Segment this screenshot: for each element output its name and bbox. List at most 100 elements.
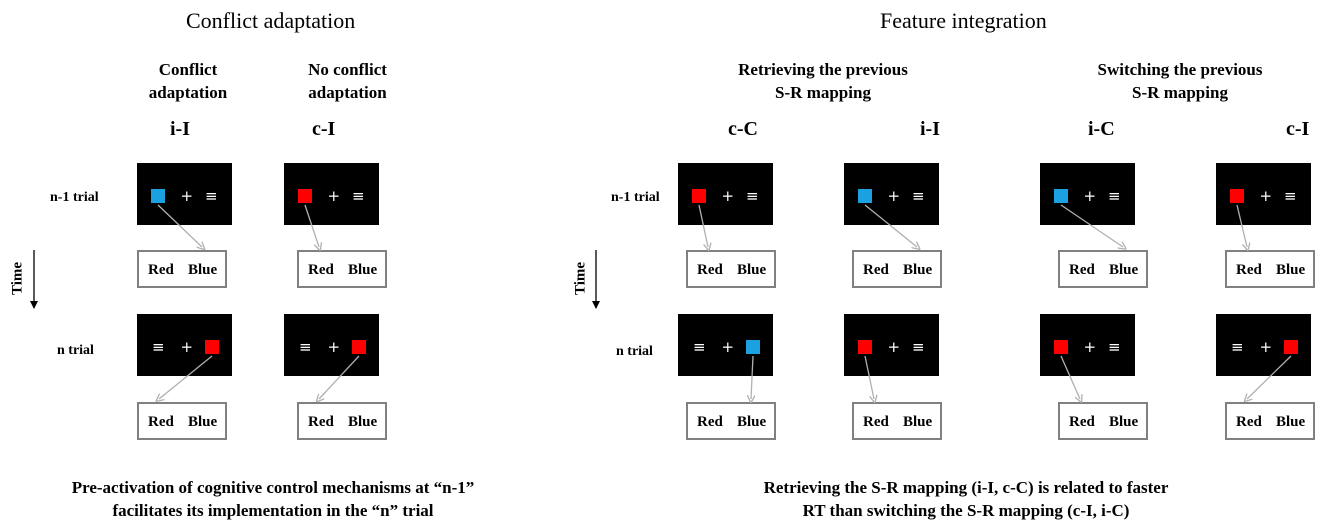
- fixation-cross: +: [1259, 187, 1273, 205]
- stimulus-screen: + ≡: [1040, 314, 1135, 376]
- code-label: c-I: [312, 118, 336, 140]
- response-box: Red Blue: [852, 402, 942, 440]
- caption-line2: RT than switching the S-R mapping (c-I, …: [802, 501, 1130, 520]
- code-label: i-I: [920, 118, 940, 140]
- row-label-n1-trial: n-1 trial: [611, 190, 660, 205]
- code-label: c-I: [1286, 118, 1310, 140]
- response-box: Red Blue: [297, 402, 387, 440]
- response-blue-label: Blue: [188, 414, 218, 430]
- caption-line1: Retrieving the S-R mapping (i-I, c-C) is…: [763, 478, 1169, 497]
- color-square: [1054, 340, 1068, 354]
- color-square: [298, 189, 312, 203]
- stimulus-screen: + ≡: [1216, 163, 1311, 225]
- response-red-label: Red: [308, 262, 334, 278]
- stimulus-screen: + ≡: [844, 314, 939, 376]
- stimulus-screen: + ≡: [284, 163, 379, 225]
- right-panel-title: Feature integration: [880, 8, 1047, 33]
- response-red-label: Red: [308, 414, 334, 430]
- response-blue-label: Blue: [1109, 262, 1139, 278]
- header-conflict-adaptation: Conflict adaptation: [128, 58, 248, 104]
- header-no-conflict-adaptation: No conflict adaptation: [280, 58, 415, 104]
- response-blue-label: Blue: [348, 262, 378, 278]
- color-square: [858, 340, 872, 354]
- response-box: Red Blue: [1225, 402, 1315, 440]
- group-header-retrieving: Retrieving the previous S-R mapping: [698, 58, 948, 104]
- response-red-label: Red: [148, 262, 174, 278]
- fixation-cross: +: [721, 338, 735, 356]
- group-line2: S-R mapping: [775, 83, 871, 102]
- fixation-cross: +: [887, 187, 901, 205]
- distractor-word: ≡: [299, 338, 312, 356]
- group-line2: S-R mapping: [1132, 83, 1228, 102]
- response-red-label: Red: [1069, 414, 1095, 430]
- distractor-word: ≡: [1284, 187, 1297, 205]
- row-label-n-trial: n trial: [57, 343, 94, 358]
- response-blue-label: Blue: [903, 262, 933, 278]
- response-blue-label: Blue: [1276, 262, 1306, 278]
- stimulus-screen: + ≡: [678, 163, 773, 225]
- distractor-word: ≡: [693, 338, 706, 356]
- stimulus-screen: + ≡: [678, 314, 773, 376]
- stimulus-screen: + ≡: [137, 314, 232, 376]
- response-blue-label: Blue: [737, 262, 767, 278]
- fixation-cross: +: [180, 338, 194, 356]
- left-caption: Pre-activation of cognitive control mech…: [0, 476, 546, 522]
- response-box: Red Blue: [1225, 250, 1315, 288]
- color-square: [352, 340, 366, 354]
- fixation-cross: +: [887, 338, 901, 356]
- distractor-word: ≡: [1108, 338, 1121, 356]
- distractor-word: ≡: [205, 187, 218, 205]
- header-line2: adaptation: [148, 83, 228, 102]
- fixation-cross: +: [1083, 338, 1097, 356]
- response-box: Red Blue: [137, 250, 227, 288]
- response-box: Red Blue: [852, 250, 942, 288]
- header-line2: adaptation: [308, 83, 387, 102]
- stimulus-screen: + ≡: [1216, 314, 1311, 376]
- fixation-cross: +: [327, 187, 341, 205]
- distractor-word: ≡: [1108, 187, 1121, 205]
- response-blue-label: Blue: [1276, 414, 1306, 430]
- fixation-cross: +: [721, 187, 735, 205]
- distractor-word: ≡: [912, 338, 925, 356]
- response-red-label: Red: [148, 414, 174, 430]
- distractor-word: ≡: [746, 187, 759, 205]
- group-header-switching: Switching the previous S-R mapping: [1060, 58, 1300, 104]
- code-label: i-I: [170, 118, 190, 140]
- color-square: [858, 189, 872, 203]
- color-square: [1054, 189, 1068, 203]
- row-label-n-trial: n trial: [616, 344, 653, 359]
- response-red-label: Red: [1069, 262, 1095, 278]
- color-square: [151, 189, 165, 203]
- stimulus-screen: + ≡: [1040, 163, 1135, 225]
- response-box: Red Blue: [1058, 402, 1148, 440]
- group-line1: Retrieving the previous: [738, 60, 908, 79]
- caption-line1: Pre-activation of cognitive control mech…: [71, 478, 475, 497]
- color-square: [205, 340, 219, 354]
- response-red-label: Red: [1236, 262, 1262, 278]
- group-line1: Switching the previous: [1097, 60, 1263, 79]
- fixation-cross: +: [1259, 338, 1273, 356]
- code-label: i-C: [1088, 118, 1115, 140]
- color-square: [746, 340, 760, 354]
- response-blue-label: Blue: [1109, 414, 1139, 430]
- response-red-label: Red: [697, 414, 723, 430]
- response-red-label: Red: [697, 262, 723, 278]
- code-label: c-C: [728, 118, 758, 140]
- stimulus-screen: + ≡: [284, 314, 379, 376]
- stimulus-screen: + ≡: [844, 163, 939, 225]
- stimulus-screen: + ≡: [137, 163, 232, 225]
- response-blue-label: Blue: [188, 262, 218, 278]
- distractor-word: ≡: [912, 187, 925, 205]
- distractor-word: ≡: [1231, 338, 1244, 356]
- time-label: Time: [9, 261, 26, 296]
- response-box: Red Blue: [686, 402, 776, 440]
- color-square: [1284, 340, 1298, 354]
- fixation-cross: +: [180, 187, 194, 205]
- fixation-cross: +: [327, 338, 341, 356]
- color-square: [1230, 189, 1244, 203]
- row-label-n1-trial: n-1 trial: [50, 190, 99, 205]
- response-box: Red Blue: [686, 250, 776, 288]
- right-caption: Retrieving the S-R mapping (i-I, c-C) is…: [746, 476, 1186, 522]
- response-red-label: Red: [1236, 414, 1262, 430]
- color-square: [692, 189, 706, 203]
